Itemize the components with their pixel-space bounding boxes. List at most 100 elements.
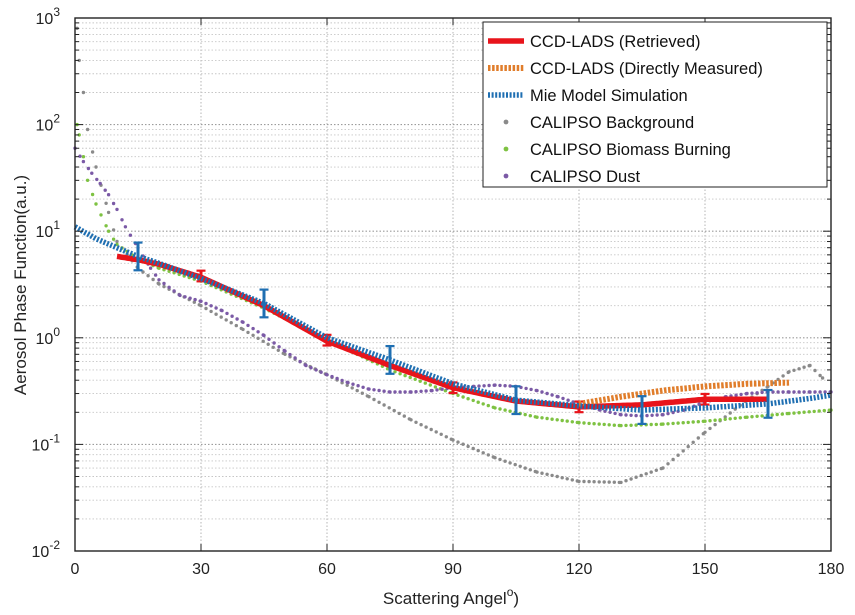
data-point: [808, 390, 812, 394]
data-point: [818, 390, 822, 394]
data-point: [545, 391, 549, 396]
data-point: [419, 389, 423, 393]
data-point: [330, 374, 334, 379]
data-point: [760, 390, 764, 395]
data-point: [199, 304, 203, 308]
data-point: [612, 480, 616, 484]
data-point: [733, 416, 737, 420]
data-point: [476, 448, 480, 453]
data-point: [192, 300, 196, 304]
data-point: [597, 480, 601, 484]
data-point: [561, 396, 565, 401]
data-point: [770, 413, 774, 417]
data-point: [335, 376, 339, 381]
data-point: [367, 395, 371, 399]
data-point: [193, 297, 197, 302]
data-point: [234, 323, 238, 328]
legend-entry: Mie Model Simulation: [488, 87, 688, 105]
data-point: [540, 471, 544, 475]
data-point: [797, 367, 801, 371]
legend-entry: CALIPSO Biomass Burning: [503, 141, 731, 159]
data-point: [246, 330, 250, 335]
data-point: [414, 390, 418, 394]
data-point: [99, 213, 103, 217]
data-point: [403, 390, 407, 394]
y-tick-label: 10-2: [32, 538, 61, 561]
data-point: [319, 370, 323, 374]
data-point: [787, 390, 791, 394]
data-point: [288, 352, 292, 357]
data-point: [272, 341, 276, 345]
data-point: [745, 415, 749, 419]
data-point: [750, 415, 754, 419]
data-point: [812, 409, 816, 414]
data-point: [111, 228, 116, 232]
data-point: [545, 472, 549, 476]
data-point: [639, 473, 643, 478]
data-point: [235, 317, 239, 321]
legend-marker: [503, 119, 509, 125]
legend-entry: CALIPSO Dust: [503, 168, 640, 186]
data-point: [398, 390, 402, 394]
data-point: [162, 284, 166, 289]
y-tick-label: 101: [36, 218, 61, 241]
data-point: [94, 165, 98, 169]
legend-label: CALIPSO Background: [530, 114, 694, 132]
data-point: [456, 393, 460, 397]
x-tick-label: 30: [192, 561, 210, 578]
data-point: [360, 391, 364, 395]
data-point: [745, 391, 749, 396]
data-point: [535, 470, 539, 474]
data-point: [276, 348, 280, 352]
legend-marker: [503, 146, 509, 152]
data-point: [654, 422, 658, 427]
data-point: [471, 446, 475, 451]
data-point: [106, 229, 111, 233]
data-point: [372, 397, 376, 402]
y-axis-label: Aerosol Phase Function(a.u.): [11, 175, 30, 395]
data-point: [570, 420, 574, 424]
x-tick-label: 150: [692, 561, 719, 578]
data-point: [587, 421, 591, 426]
data-point: [85, 127, 90, 132]
data-point: [418, 379, 422, 383]
data-point: [822, 408, 826, 413]
data-point: [802, 410, 806, 414]
data-point: [508, 384, 512, 388]
data-point: [508, 461, 512, 465]
data-point: [681, 449, 685, 453]
data-point: [123, 225, 128, 229]
data-point: [172, 289, 176, 293]
data-point: [681, 421, 685, 425]
data-point: [713, 422, 717, 427]
data-point: [356, 384, 360, 388]
data-point: [482, 384, 486, 388]
data-point: [440, 387, 444, 391]
legend-entry: CALIPSO Background: [503, 114, 694, 132]
data-point: [115, 207, 119, 212]
data-point: [90, 150, 95, 154]
data-point: [713, 418, 717, 422]
data-point: [94, 202, 98, 206]
data-point: [755, 414, 759, 418]
data-point: [629, 423, 633, 427]
data-point: [298, 359, 302, 364]
data-point: [666, 411, 670, 416]
data-point: [608, 410, 612, 414]
data-point: [540, 416, 544, 420]
data-point: [498, 457, 502, 462]
data-point: [655, 413, 659, 417]
data-point: [340, 378, 344, 383]
data-point: [267, 337, 271, 341]
data-point: [619, 480, 623, 485]
series-mie-model-simulation: [73, 224, 832, 426]
data-point: [493, 406, 497, 410]
data-point: [377, 400, 381, 404]
series-layer: [73, 26, 833, 485]
data-point: [477, 384, 481, 388]
data-point: [503, 408, 507, 412]
data-point: [529, 387, 533, 392]
data-point: [582, 421, 586, 425]
data-point: [738, 416, 742, 420]
data-point: [104, 201, 108, 205]
